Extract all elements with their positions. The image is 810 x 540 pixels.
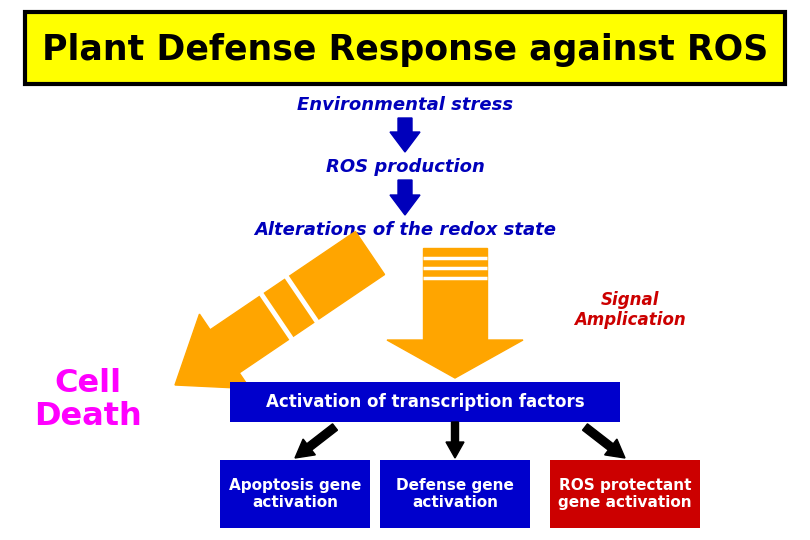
Text: Defense gene
activation: Defense gene activation bbox=[396, 478, 514, 510]
Text: Alterations of the redox state: Alterations of the redox state bbox=[254, 221, 556, 239]
FancyBboxPatch shape bbox=[423, 248, 487, 340]
Polygon shape bbox=[582, 424, 625, 458]
Text: Activation of transcription factors: Activation of transcription factors bbox=[266, 393, 584, 411]
FancyBboxPatch shape bbox=[220, 460, 370, 528]
Polygon shape bbox=[446, 422, 464, 458]
FancyBboxPatch shape bbox=[550, 460, 700, 528]
Text: Signal
Amplication: Signal Amplication bbox=[574, 291, 686, 329]
Text: ROS protectant
gene activation: ROS protectant gene activation bbox=[558, 478, 692, 510]
Text: Environmental stress: Environmental stress bbox=[297, 96, 513, 114]
Text: Plant Defense Response against ROS: Plant Defense Response against ROS bbox=[42, 33, 768, 67]
Text: Apoptosis gene
activation: Apoptosis gene activation bbox=[228, 478, 361, 510]
Polygon shape bbox=[390, 180, 420, 215]
Polygon shape bbox=[390, 118, 420, 152]
Text: Cell
Death: Cell Death bbox=[34, 368, 142, 432]
FancyBboxPatch shape bbox=[380, 460, 530, 528]
Polygon shape bbox=[387, 340, 523, 378]
FancyBboxPatch shape bbox=[230, 382, 620, 422]
Polygon shape bbox=[295, 424, 338, 458]
FancyBboxPatch shape bbox=[25, 12, 785, 84]
Text: ROS production: ROS production bbox=[326, 158, 484, 176]
Polygon shape bbox=[175, 232, 385, 389]
